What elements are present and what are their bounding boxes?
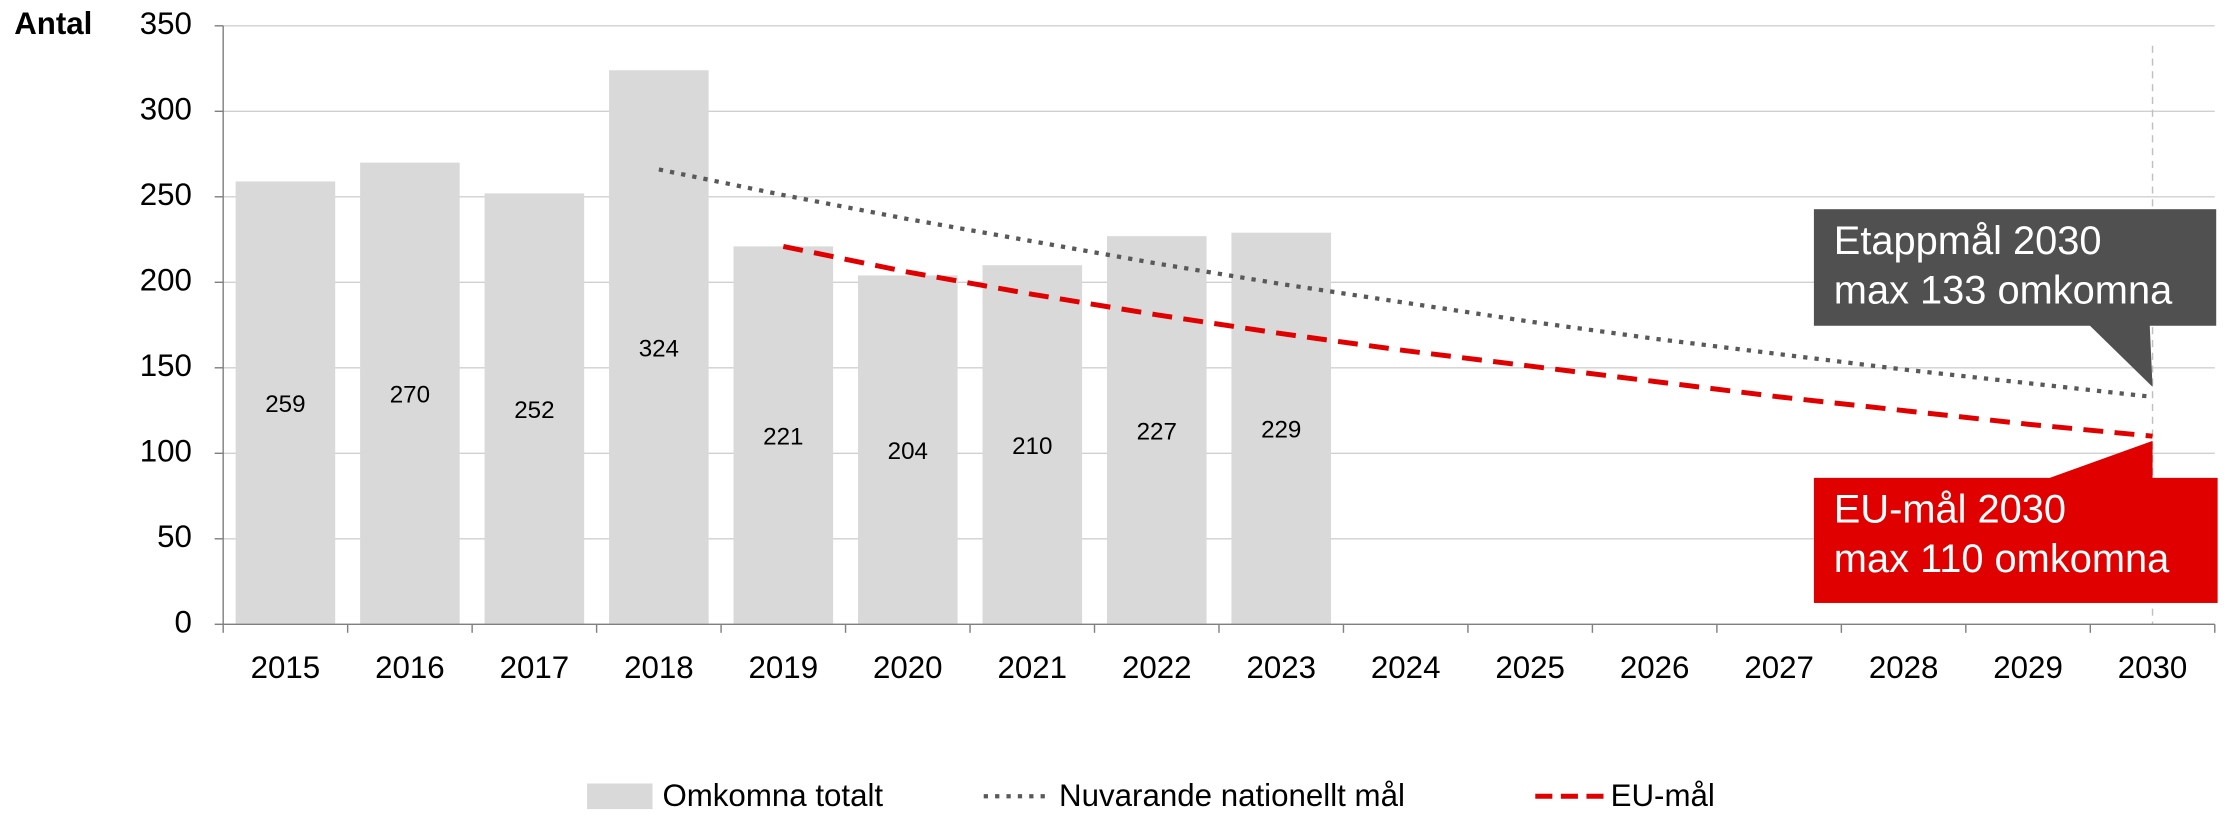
bar bbox=[982, 265, 1083, 625]
annotation-text: Etappmål 2030 bbox=[1834, 219, 2102, 263]
bar bbox=[360, 162, 460, 625]
annotation-text: EU-mål 2030 bbox=[1834, 488, 2066, 532]
x-tick-label: 2025 bbox=[1495, 650, 1565, 685]
y-tick-label: 0 bbox=[175, 605, 192, 640]
bar-value-label: 259 bbox=[265, 391, 305, 418]
bar-value-label: 229 bbox=[1261, 417, 1301, 444]
x-tick-label: 2020 bbox=[873, 650, 943, 685]
x-tick-label: 2018 bbox=[624, 650, 694, 685]
legend-label: Nuvarande nationellt mål bbox=[1059, 778, 1405, 813]
x-tick-label: 2030 bbox=[2118, 650, 2188, 685]
bar-value-label: 270 bbox=[390, 382, 430, 409]
bar bbox=[733, 246, 834, 625]
x-tick-label: 2016 bbox=[375, 650, 445, 685]
y-tick-label: 250 bbox=[140, 177, 192, 212]
annotation-pointer bbox=[2045, 440, 2153, 480]
annotation-box bbox=[1813, 477, 2218, 603]
x-tick-label: 2015 bbox=[251, 650, 321, 685]
bar bbox=[1231, 232, 1332, 625]
annotation-text: max 110 omkomna bbox=[1834, 537, 2170, 581]
legend-swatch bbox=[587, 783, 653, 810]
bar bbox=[235, 181, 336, 625]
bar bbox=[609, 70, 709, 625]
line-series bbox=[782, 243, 2153, 439]
bar bbox=[1106, 236, 1207, 625]
bar-value-label: 210 bbox=[1012, 433, 1052, 460]
bar-value-label: 252 bbox=[514, 397, 554, 424]
bar-value-label: 221 bbox=[763, 424, 803, 451]
x-tick-label: 2029 bbox=[1993, 650, 2063, 685]
bar bbox=[858, 275, 958, 625]
y-tick-label: 200 bbox=[140, 263, 192, 298]
annotation-box bbox=[1813, 209, 2217, 326]
x-tick-label: 2017 bbox=[500, 650, 570, 685]
legend-label: EU-mål bbox=[1611, 778, 1715, 813]
y-tick-label: 100 bbox=[140, 434, 192, 469]
x-tick-label: 2027 bbox=[1744, 650, 1814, 685]
annotation-text: max 133 omkomna bbox=[1834, 269, 2173, 313]
x-tick-label: 2021 bbox=[997, 650, 1067, 685]
x-tick-label: 2019 bbox=[749, 650, 819, 685]
legend-label: Omkomna totalt bbox=[662, 778, 883, 813]
bar-value-label: 324 bbox=[639, 335, 679, 362]
y-tick-label: 350 bbox=[140, 6, 192, 41]
x-tick-label: 2026 bbox=[1620, 650, 1690, 685]
y-tick-label: 50 bbox=[157, 519, 192, 554]
x-tick-label: 2024 bbox=[1371, 650, 1441, 685]
bar-value-label: 227 bbox=[1137, 418, 1177, 445]
bar bbox=[484, 193, 585, 625]
annotation-pointer bbox=[2088, 324, 2153, 387]
x-tick-label: 2028 bbox=[1869, 650, 1939, 685]
y-axis-label: Antal bbox=[14, 6, 92, 41]
x-tick-label: 2022 bbox=[1122, 650, 1192, 685]
x-tick-label: 2023 bbox=[1246, 650, 1316, 685]
bar-value-label: 204 bbox=[888, 438, 928, 465]
line-series bbox=[658, 167, 2153, 399]
y-tick-label: 300 bbox=[140, 92, 192, 127]
y-tick-label: 150 bbox=[140, 348, 192, 383]
